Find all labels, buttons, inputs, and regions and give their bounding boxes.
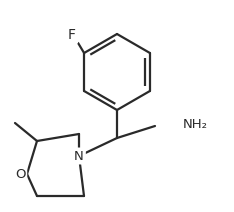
Text: F: F bbox=[68, 28, 76, 42]
Text: N: N bbox=[74, 149, 84, 163]
Text: O: O bbox=[15, 167, 25, 180]
Text: NH₂: NH₂ bbox=[183, 117, 208, 131]
